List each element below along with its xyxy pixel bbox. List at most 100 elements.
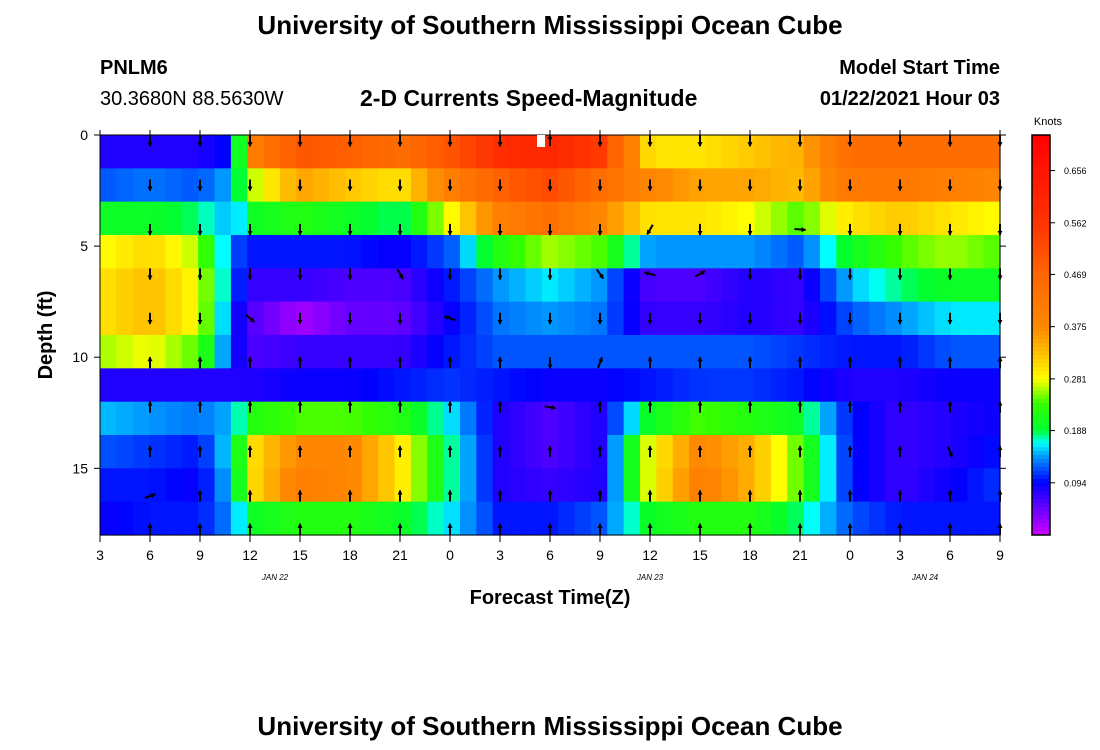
heatmap-cell bbox=[198, 368, 216, 403]
heatmap-cell bbox=[983, 501, 1001, 536]
heatmap-cell bbox=[394, 268, 412, 303]
colorbar-segment bbox=[1032, 199, 1050, 204]
heatmap-cell bbox=[214, 135, 232, 169]
colorbar-segment bbox=[1032, 147, 1050, 152]
colorbar-segment bbox=[1032, 379, 1050, 384]
heatmap-cell bbox=[950, 301, 968, 336]
colorbar-segment bbox=[1032, 423, 1050, 428]
heatmap-cell bbox=[247, 368, 265, 403]
heatmap-cell bbox=[296, 135, 314, 169]
heatmap-cell bbox=[181, 201, 199, 236]
heatmap-cell bbox=[983, 268, 1001, 303]
heatmap-cell bbox=[754, 168, 772, 203]
heatmap-cell bbox=[590, 401, 608, 436]
date-label: JAN 24 bbox=[911, 573, 939, 582]
heatmap-cell bbox=[738, 335, 756, 369]
colorbar-label: Knots bbox=[1034, 116, 1063, 128]
heatmap-cell bbox=[525, 468, 543, 503]
heatmap-cell bbox=[345, 435, 363, 469]
heatmap-cell bbox=[378, 268, 396, 303]
heatmap-cell bbox=[509, 201, 527, 236]
heatmap-cell bbox=[149, 268, 167, 303]
heatmap-cell bbox=[443, 468, 461, 503]
heatmap-cell bbox=[934, 268, 952, 303]
heatmap-cell bbox=[869, 501, 887, 536]
colorbar-segment bbox=[1032, 143, 1050, 148]
heatmap-cell bbox=[427, 468, 445, 503]
heatmap-cell bbox=[443, 501, 461, 536]
heatmap-cell bbox=[983, 435, 1001, 469]
heatmap-cell bbox=[901, 401, 919, 436]
heatmap-cell bbox=[820, 168, 837, 203]
heatmap-cell bbox=[901, 501, 919, 536]
heatmap-cell bbox=[656, 201, 674, 236]
heatmap-cell bbox=[394, 168, 412, 203]
heatmap-cell bbox=[509, 501, 527, 536]
heatmap-cell bbox=[738, 201, 756, 236]
heatmap-cell bbox=[132, 435, 150, 469]
heatmap-cell bbox=[803, 501, 821, 536]
heatmap-cell bbox=[950, 401, 968, 436]
heatmap-cell bbox=[574, 435, 592, 469]
heatmap-cell bbox=[214, 168, 232, 203]
heatmap-cell bbox=[525, 168, 543, 203]
heatmap-cell bbox=[558, 201, 576, 236]
heatmap-cell bbox=[590, 468, 608, 503]
heatmap-cell bbox=[754, 335, 772, 369]
heatmap-cell bbox=[885, 435, 903, 469]
colorbar-tick-label: 0.281 bbox=[1064, 374, 1087, 384]
heatmap-cell bbox=[378, 435, 396, 469]
heatmap-cell bbox=[950, 468, 968, 503]
colorbar-segment bbox=[1032, 483, 1050, 488]
heatmap-cell bbox=[476, 501, 494, 536]
heatmap-cell bbox=[640, 301, 657, 336]
heatmap-cell bbox=[329, 501, 347, 536]
heatmap-cell bbox=[525, 268, 543, 303]
heatmap-cell bbox=[476, 468, 494, 503]
heatmap-cell bbox=[165, 135, 183, 169]
heatmap-cell bbox=[100, 401, 117, 436]
plot-marker bbox=[537, 135, 545, 147]
heatmap-cell bbox=[721, 201, 739, 236]
heatmap-cell bbox=[492, 135, 510, 169]
heatmap-cell bbox=[378, 468, 396, 503]
heatmap-cell bbox=[869, 435, 887, 469]
colorbar-segment bbox=[1032, 387, 1050, 392]
heatmap-cell bbox=[247, 401, 265, 436]
heatmap-cell bbox=[525, 201, 543, 236]
heatmap-cell bbox=[361, 435, 379, 469]
colorbar-segment bbox=[1032, 219, 1050, 224]
heatmap-cell bbox=[901, 301, 919, 336]
heatmap-cell bbox=[983, 135, 1001, 169]
heatmap-cell bbox=[918, 468, 936, 503]
heatmap-cell bbox=[672, 135, 690, 169]
colorbar-segment bbox=[1032, 315, 1050, 320]
heatmap-cell bbox=[656, 235, 674, 269]
heatmap-cell bbox=[296, 435, 314, 469]
heatmap-cell bbox=[525, 401, 543, 436]
heatmap-cell bbox=[230, 468, 248, 503]
heatmap-cell bbox=[378, 301, 396, 336]
heatmap-cell bbox=[263, 135, 281, 169]
colorbar-segment bbox=[1032, 195, 1050, 200]
colorbar-segment bbox=[1032, 267, 1050, 272]
heatmap-cell bbox=[509, 368, 527, 403]
heatmap-cell bbox=[296, 301, 314, 336]
colorbar-segment bbox=[1032, 351, 1050, 356]
heatmap-cell bbox=[754, 235, 772, 269]
heatmap-cell bbox=[721, 501, 739, 536]
heatmap-cell bbox=[934, 435, 952, 469]
colorbar-segment bbox=[1032, 399, 1050, 404]
heatmap-cell bbox=[754, 268, 772, 303]
heatmap-cell bbox=[476, 335, 494, 369]
station-id: PNLM6 bbox=[100, 57, 168, 79]
colorbar-segment bbox=[1032, 311, 1050, 316]
heatmap-cell bbox=[721, 235, 739, 269]
heatmap-cell bbox=[329, 268, 347, 303]
heatmap-cell bbox=[443, 201, 461, 236]
heatmap-cell bbox=[721, 468, 739, 503]
heatmap-cell bbox=[280, 201, 297, 236]
heatmap-cell bbox=[312, 301, 330, 336]
heatmap-cell bbox=[852, 368, 870, 403]
heatmap-cell bbox=[950, 501, 968, 536]
